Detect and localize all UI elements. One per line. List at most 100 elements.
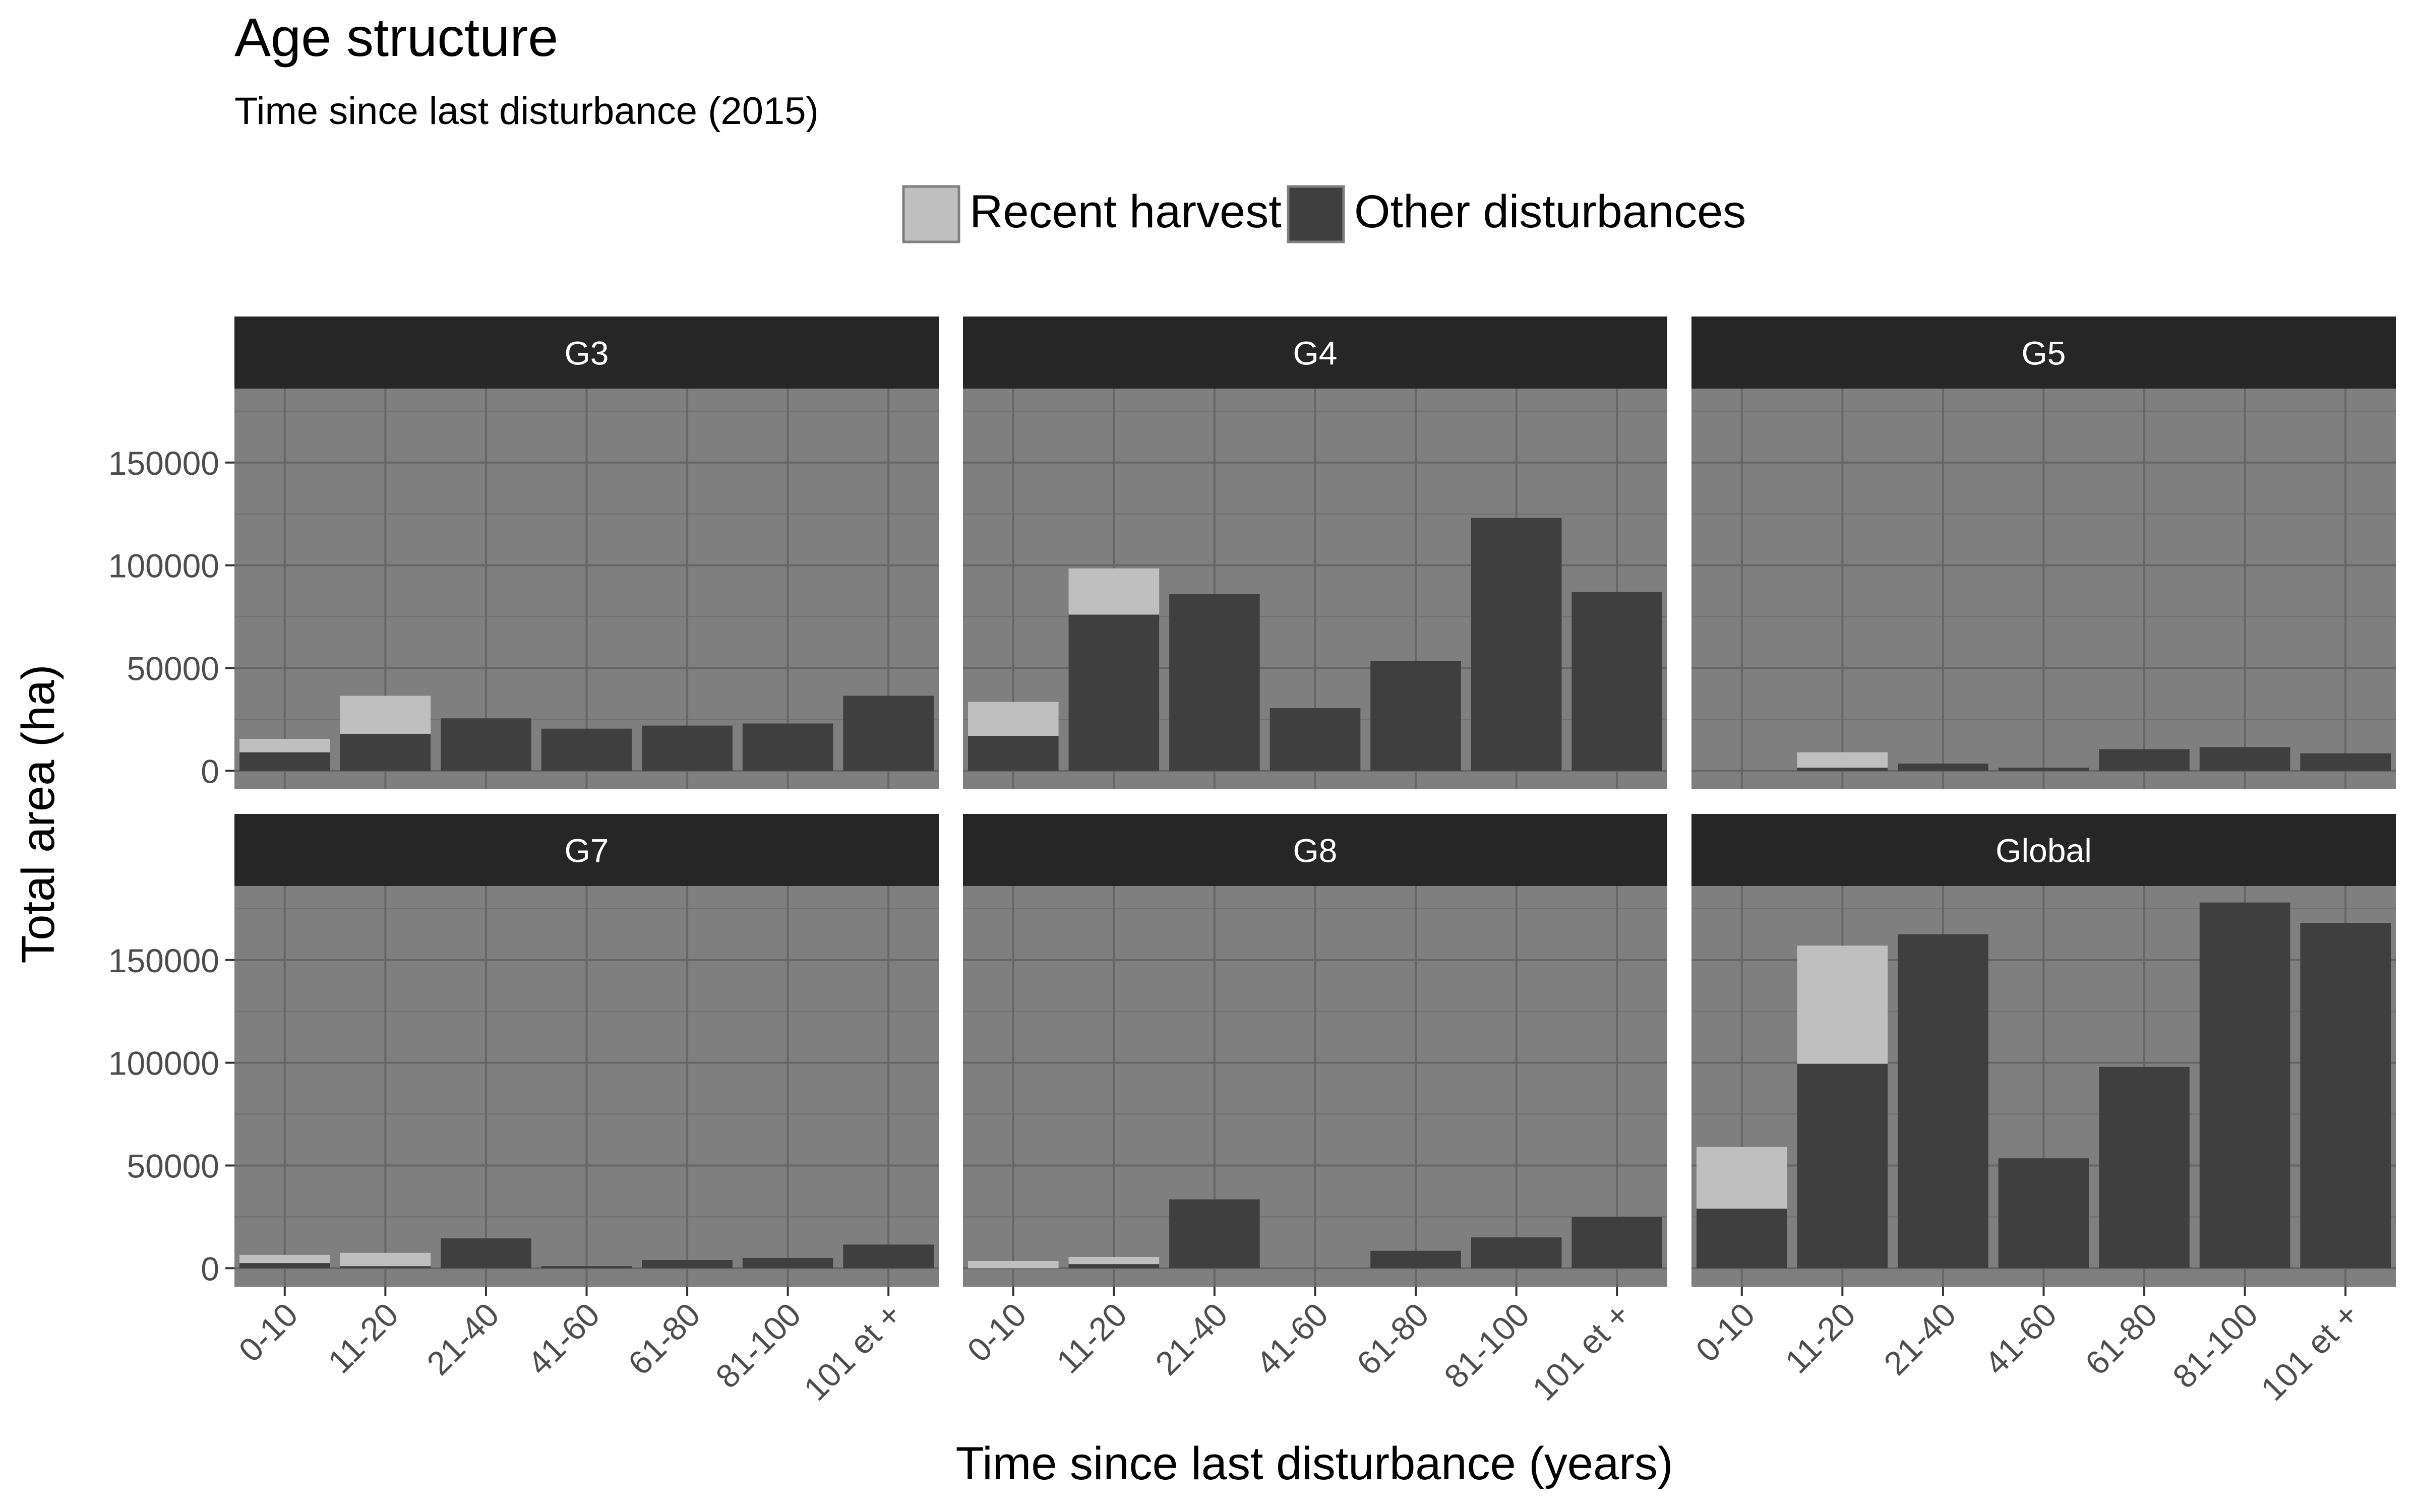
y-tick-label: 0 xyxy=(201,752,219,790)
bar-other-disturbances-g7-81-100 xyxy=(742,1257,833,1269)
bar-other-disturbances-g8-61-80 xyxy=(1370,1250,1461,1269)
y-tick-label: 150000 xyxy=(108,942,219,979)
chart-subtitle: Time since last disturbance (2015) xyxy=(234,90,819,133)
bar-other-disturbances-g5-21-40 xyxy=(1898,764,1988,771)
strip-g3 xyxy=(234,317,939,389)
x-tick-label: 61-80 xyxy=(2078,1296,2164,1382)
legend-key-recent-harvest xyxy=(902,185,960,243)
legend-label-other-disturbances: Other disturbances xyxy=(1354,186,1746,237)
bar-other-disturbances-global-101-et xyxy=(2300,923,2391,1269)
bar-recent-harvest-global-11-20 xyxy=(1797,946,1888,1064)
bar-other-disturbances-g7-0-10 xyxy=(239,1263,330,1269)
y-tick-label: 100000 xyxy=(108,547,219,585)
x-tick-label: 0-10 xyxy=(1688,1296,1762,1369)
strip-label-g3: G3 xyxy=(564,335,609,372)
x-tick-label: 41-60 xyxy=(520,1296,607,1382)
panel-g7: G7 0 50000 100000 150000 0-10 11-20 21-40 41-60 6… xyxy=(108,814,939,1408)
bar-other-disturbances-g4-41-60 xyxy=(1269,708,1361,771)
panel-g5: G5 xyxy=(1691,317,2396,789)
strip-g5 xyxy=(1691,317,2396,389)
strip-label-global: Global xyxy=(1995,832,2092,869)
bar-other-disturbances-global-61-80 xyxy=(2099,1066,2190,1269)
strip-g7 xyxy=(234,814,939,886)
bar-other-disturbances-g4-11-20 xyxy=(1068,614,1160,771)
x-tick-label: 41-60 xyxy=(1249,1296,1336,1382)
bar-recent-harvest-g7-0-10 xyxy=(239,1254,330,1264)
x-axis-title: Time since last disturbance (years) xyxy=(955,1438,1673,1489)
bar-recent-harvest-g4-0-10 xyxy=(967,702,1059,736)
x-tick-label: 81-100 xyxy=(2165,1296,2265,1396)
x-tick-label: 61-80 xyxy=(621,1296,707,1382)
x-tick-label: 21-40 xyxy=(419,1296,506,1382)
panel-g3: G3 0 50000 100000 150000 xyxy=(108,317,939,790)
bar-other-disturbances-g8-11-20 xyxy=(1068,1264,1160,1269)
bar-other-disturbances-global-41-60 xyxy=(1998,1158,2089,1269)
bar-other-disturbances-g3-21-40 xyxy=(441,718,531,771)
panel-global: Global 0-10 11-20 21-40 41-60 61-80 81-100101 … xyxy=(1688,814,2396,1408)
y-tick-label: 150000 xyxy=(108,445,219,482)
strip-g8 xyxy=(963,814,1667,886)
x-tick-label: 11-20 xyxy=(1049,1296,1134,1380)
y-tick-label: 50000 xyxy=(127,1147,219,1184)
bar-recent-harvest-g7-11-20 xyxy=(340,1252,431,1267)
legend: Recent harvest Other disturbances xyxy=(902,185,1746,243)
strip-global xyxy=(1691,814,2396,886)
facet-panels: G3 0 50000 100000 150000 G4 G5 G7 0 50000 100000 15… xyxy=(108,317,2396,1408)
bar-other-disturbances-g5-11-20 xyxy=(1797,768,1888,771)
bar-other-disturbances-g3-41-60 xyxy=(541,728,632,771)
x-tick-label: 0-10 xyxy=(231,1296,305,1369)
legend-key-other-disturbances xyxy=(1287,185,1345,243)
bar-recent-harvest-g4-11-20 xyxy=(1068,568,1160,615)
bar-other-disturbances-g7-11-20 xyxy=(340,1266,431,1269)
bar-other-disturbances-g3-11-20 xyxy=(340,733,431,771)
strip-label-g7: G7 xyxy=(564,832,609,869)
x-tick-label: 41-60 xyxy=(1977,1296,2064,1382)
bar-other-disturbances-g4-0-10 xyxy=(967,736,1059,771)
bar-other-disturbances-g7-61-80 xyxy=(642,1260,733,1269)
bar-other-disturbances-g3-61-80 xyxy=(642,725,733,771)
x-tick-label: 101 et + xyxy=(1525,1296,1637,1408)
bar-other-disturbances-g4-101-et xyxy=(1571,592,1663,771)
x-tick-label: 81-100 xyxy=(708,1296,808,1396)
strip-label-g4: G4 xyxy=(1293,335,1337,372)
bar-other-disturbances-g5-41-60 xyxy=(1998,768,2089,771)
bar-other-disturbances-global-21-40 xyxy=(1898,934,1988,1269)
bar-other-disturbances-g8-81-100 xyxy=(1471,1237,1562,1269)
bar-other-disturbances-g7-21-40 xyxy=(441,1238,531,1269)
y-axis-title: Total area (ha) xyxy=(13,664,64,963)
panel-g4: G4 xyxy=(963,317,1667,789)
x-tick-label: 11-20 xyxy=(321,1296,405,1380)
chart-title: Age structure xyxy=(234,7,558,68)
bar-other-disturbances-g7-101-et xyxy=(843,1244,934,1269)
bar-other-disturbances-g5-81-100 xyxy=(2199,747,2290,771)
bar-recent-harvest-g3-0-10 xyxy=(239,739,330,752)
x-tick-label: 11-20 xyxy=(1778,1296,1862,1380)
strip-label-g5: G5 xyxy=(2021,335,2066,372)
bar-recent-harvest-global-0-10 xyxy=(1696,1147,1787,1209)
x-tick-label: 81-100 xyxy=(1437,1296,1537,1396)
legend-label-recent-harvest: Recent harvest xyxy=(970,186,1282,237)
x-tick-label: 0-10 xyxy=(960,1296,1034,1369)
bar-other-disturbances-g4-61-80 xyxy=(1370,661,1461,771)
bar-other-disturbances-g3-81-100 xyxy=(742,723,833,771)
bar-other-disturbances-g3-0-10 xyxy=(239,752,330,771)
bar-recent-harvest-g3-11-20 xyxy=(340,696,431,734)
bar-other-disturbances-g5-61-80 xyxy=(2099,749,2190,771)
x-tick-label: 21-40 xyxy=(1877,1296,1963,1382)
bar-other-disturbances-global-0-10 xyxy=(1696,1209,1787,1269)
strip-g4 xyxy=(963,317,1667,389)
bar-other-disturbances-global-11-20 xyxy=(1797,1063,1888,1269)
y-tick-label: 50000 xyxy=(127,650,219,687)
y-tick-label: 0 xyxy=(201,1250,219,1287)
y-tick-label: 100000 xyxy=(108,1045,219,1082)
strip-label-g8: G8 xyxy=(1293,832,1337,869)
bar-other-disturbances-global-81-100 xyxy=(2199,902,2290,1269)
bar-other-disturbances-g7-41-60 xyxy=(541,1266,632,1269)
bar-other-disturbances-g4-81-100 xyxy=(1471,518,1562,771)
x-tick-label: 21-40 xyxy=(1148,1296,1235,1382)
bar-other-disturbances-g3-101-et xyxy=(843,696,934,771)
x-tick-label: 101 et + xyxy=(797,1296,909,1408)
bar-recent-harvest-g8-11-20 xyxy=(1068,1256,1160,1265)
